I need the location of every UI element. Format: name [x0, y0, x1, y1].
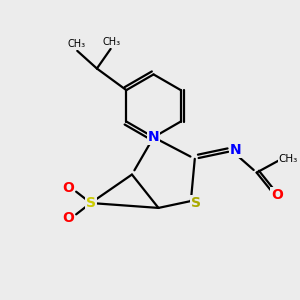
Text: CH₃: CH₃	[67, 39, 85, 49]
Text: O: O	[62, 211, 74, 225]
Text: O: O	[62, 181, 74, 195]
Text: S: S	[191, 196, 201, 210]
Text: N: N	[148, 130, 159, 144]
Text: S: S	[86, 196, 96, 210]
Text: CH₃: CH₃	[103, 37, 121, 47]
Text: N: N	[230, 143, 242, 157]
Text: O: O	[271, 188, 283, 202]
Text: CH₃: CH₃	[278, 154, 298, 164]
